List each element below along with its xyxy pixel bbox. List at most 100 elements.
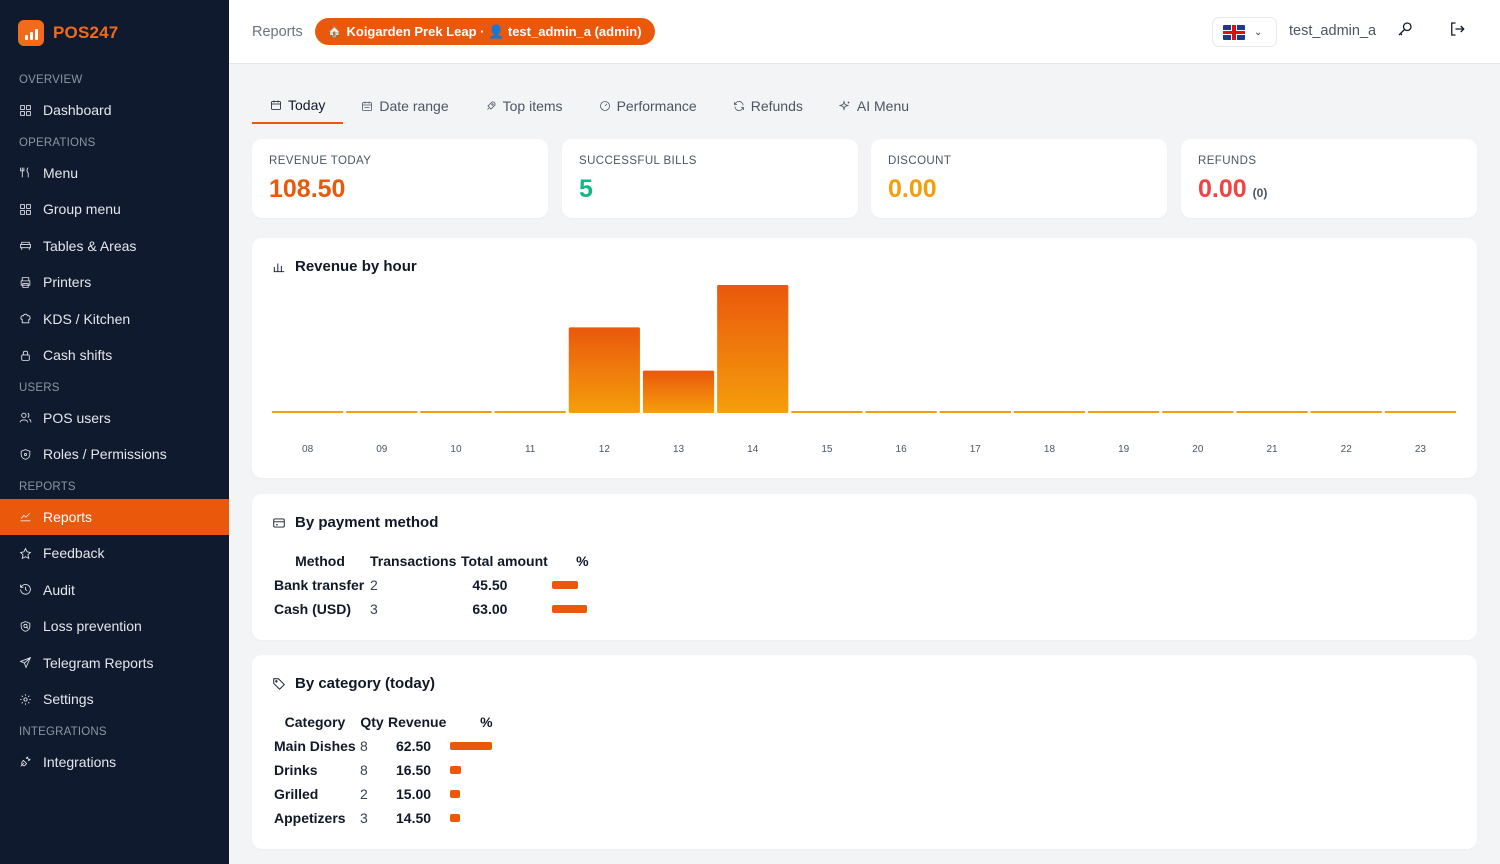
tab-today[interactable]: Today — [252, 88, 344, 124]
language-selector[interactable]: ⌄ — [1212, 17, 1277, 47]
sidebar-item-label: Tables & Areas — [43, 237, 137, 254]
stat-value-wrap: 5 — [579, 175, 593, 204]
sidebar: POS247 OVERVIEW Dashboard OPERATIONS Men… — [0, 0, 229, 864]
revenue-bar-21[interactable] — [1236, 411, 1308, 413]
tab-ai-menu[interactable]: AI Menu — [821, 88, 927, 124]
sidebar-item-printers[interactable]: Printers — [0, 264, 229, 301]
tab-label: Refunds — [750, 98, 803, 114]
top-header: Reports 🏠 Koigarden Prek Leap · 👤 test_a… — [229, 0, 1500, 64]
tab-top-items[interactable]: Top items — [467, 88, 581, 124]
payment-col-pct: % — [576, 553, 589, 569]
revenue-bar-18[interactable] — [1013, 411, 1086, 413]
breadcrumb[interactable]: Reports — [252, 23, 303, 40]
sidebar-item-feedback[interactable]: Feedback — [0, 535, 229, 572]
plug-icon — [19, 755, 32, 768]
revenue-bar-16[interactable] — [865, 411, 937, 413]
payment-method: Bank transfer — [274, 577, 365, 593]
revenue-bar-12[interactable] — [568, 327, 640, 413]
category-card: By category (today) Category Qty Revenue% … — [252, 655, 1477, 849]
payment-col-transactions: Transactions — [370, 553, 457, 569]
revenue-bar-19[interactable] — [1088, 411, 1160, 413]
revenue-bar-13[interactable] — [642, 370, 715, 413]
category-qty: 8 — [360, 762, 368, 778]
revenue-bar-23[interactable] — [1384, 411, 1456, 413]
nav-section-operations: OPERATIONS — [19, 136, 96, 149]
x-tick-label: 22 — [1341, 444, 1353, 455]
stat-value: 0.00 — [1198, 175, 1247, 203]
sidebar-item-loss-prevention[interactable]: Loss prevention — [0, 608, 229, 645]
sidebar-item-integrations[interactable]: Integrations — [0, 744, 229, 781]
stat-value-wrap: 0.00 — [888, 175, 937, 204]
tab-label: AI Menu — [856, 98, 910, 114]
revenue-bar-22[interactable] — [1310, 411, 1382, 413]
logout-icon[interactable] — [1448, 20, 1466, 38]
sidebar-item-roles-permissions[interactable]: Roles / Permissions — [0, 436, 229, 473]
revenue-bar-09[interactable] — [346, 411, 418, 413]
x-tick-label: 12 — [599, 444, 611, 455]
x-tick-label: 08 — [302, 444, 314, 455]
tab-date-range[interactable]: Date range — [343, 88, 466, 124]
x-tick-label: 19 — [1118, 444, 1130, 455]
tab-label: Top items — [502, 98, 563, 114]
sidebar-item-tables-areas[interactable]: Tables & Areas — [0, 228, 229, 265]
sidebar-item-group-menu[interactable]: Group menu — [0, 191, 229, 228]
category-col-revenue: Revenue — [388, 714, 447, 730]
sidebar-item-label: POS users — [43, 409, 111, 426]
stat-sub: (0) — [1252, 186, 1268, 200]
table-row: Cash (USD) 3 63.00 — [272, 597, 614, 621]
category-name: Drinks — [274, 762, 318, 778]
brand[interactable]: POS247 — [0, 0, 229, 66]
sidebar-item-cash-shifts[interactable]: Cash shifts — [0, 337, 229, 374]
payment-total: 45.50 — [472, 577, 508, 593]
category-table: Category Qty Revenue% Main Dishes 8 62.50 … — [272, 710, 524, 830]
star-icon — [19, 547, 32, 560]
category-title: By category (today) — [272, 675, 435, 692]
category-col-category: Category — [284, 714, 346, 730]
grid-icon — [19, 203, 32, 216]
shield-icon — [19, 448, 32, 461]
category-qty: 8 — [360, 738, 368, 754]
sidebar-item-label: Menu — [43, 164, 79, 181]
sidebar-item-label: Settings — [43, 691, 94, 708]
bar-chart-icon — [273, 263, 285, 272]
x-tick-label: 15 — [821, 444, 833, 455]
sidebar-item-settings[interactable]: Settings — [0, 681, 229, 718]
tag-icon — [273, 677, 285, 690]
sidebar-item-dashboard[interactable]: Dashboard — [0, 92, 229, 129]
revenue-bar-15[interactable] — [791, 411, 863, 413]
printer-icon — [19, 276, 32, 289]
payment-pct-bar — [552, 581, 578, 589]
stat-value-wrap: 0.00 (0) — [1198, 175, 1267, 204]
sidebar-item-pos-users[interactable]: POS users — [0, 400, 229, 437]
sidebar-item-telegram-reports[interactable]: Telegram Reports — [0, 645, 229, 682]
username: test_admin_a — [1289, 23, 1377, 39]
tab-refunds[interactable]: Refunds — [715, 88, 821, 124]
grid-icon — [19, 104, 32, 117]
key-icon[interactable] — [1396, 20, 1414, 38]
store-context-badge[interactable]: 🏠 Koigarden Prek Leap · 👤 test_admin_a (… — [314, 18, 655, 45]
revenue-bar-08[interactable] — [272, 411, 344, 413]
sidebar-item-kds-kitchen[interactable]: KDS / Kitchen — [0, 301, 229, 338]
sidebar-item-menu[interactable]: Menu — [0, 155, 229, 192]
tab-performance[interactable]: Performance — [581, 88, 715, 124]
x-tick-label: 10 — [450, 444, 462, 455]
revenue-bar-17[interactable] — [939, 411, 1011, 413]
revenue-bar-10[interactable] — [420, 411, 492, 413]
uk-flag-icon — [1223, 24, 1245, 40]
revenue-bar-14[interactable] — [717, 285, 789, 413]
sidebar-item-reports[interactable]: Reports — [0, 498, 229, 535]
calendar-range-icon — [361, 100, 373, 112]
sidebar-item-audit[interactable]: Audit — [0, 572, 229, 609]
chevron-down-icon: ⌄ — [1254, 26, 1263, 38]
revenue-bar-20[interactable] — [1162, 411, 1234, 413]
revenue-by-hour-card: Revenue by hour 08 09 10 11 12 13 14 15 16 17 18 19… — [252, 238, 1477, 478]
x-tick-label: 16 — [896, 444, 908, 455]
sidebar-item-label: Group menu — [43, 201, 121, 218]
users-icon — [19, 411, 32, 424]
category-name: Grilled — [274, 786, 319, 802]
store-icon: 🏠 — [327, 26, 342, 38]
sidebar-item-label: KDS / Kitchen — [43, 310, 131, 327]
revenue-bar-11[interactable] — [494, 411, 566, 413]
payment-total: 63.00 — [472, 601, 508, 617]
category-name: Main Dishes — [274, 738, 356, 754]
